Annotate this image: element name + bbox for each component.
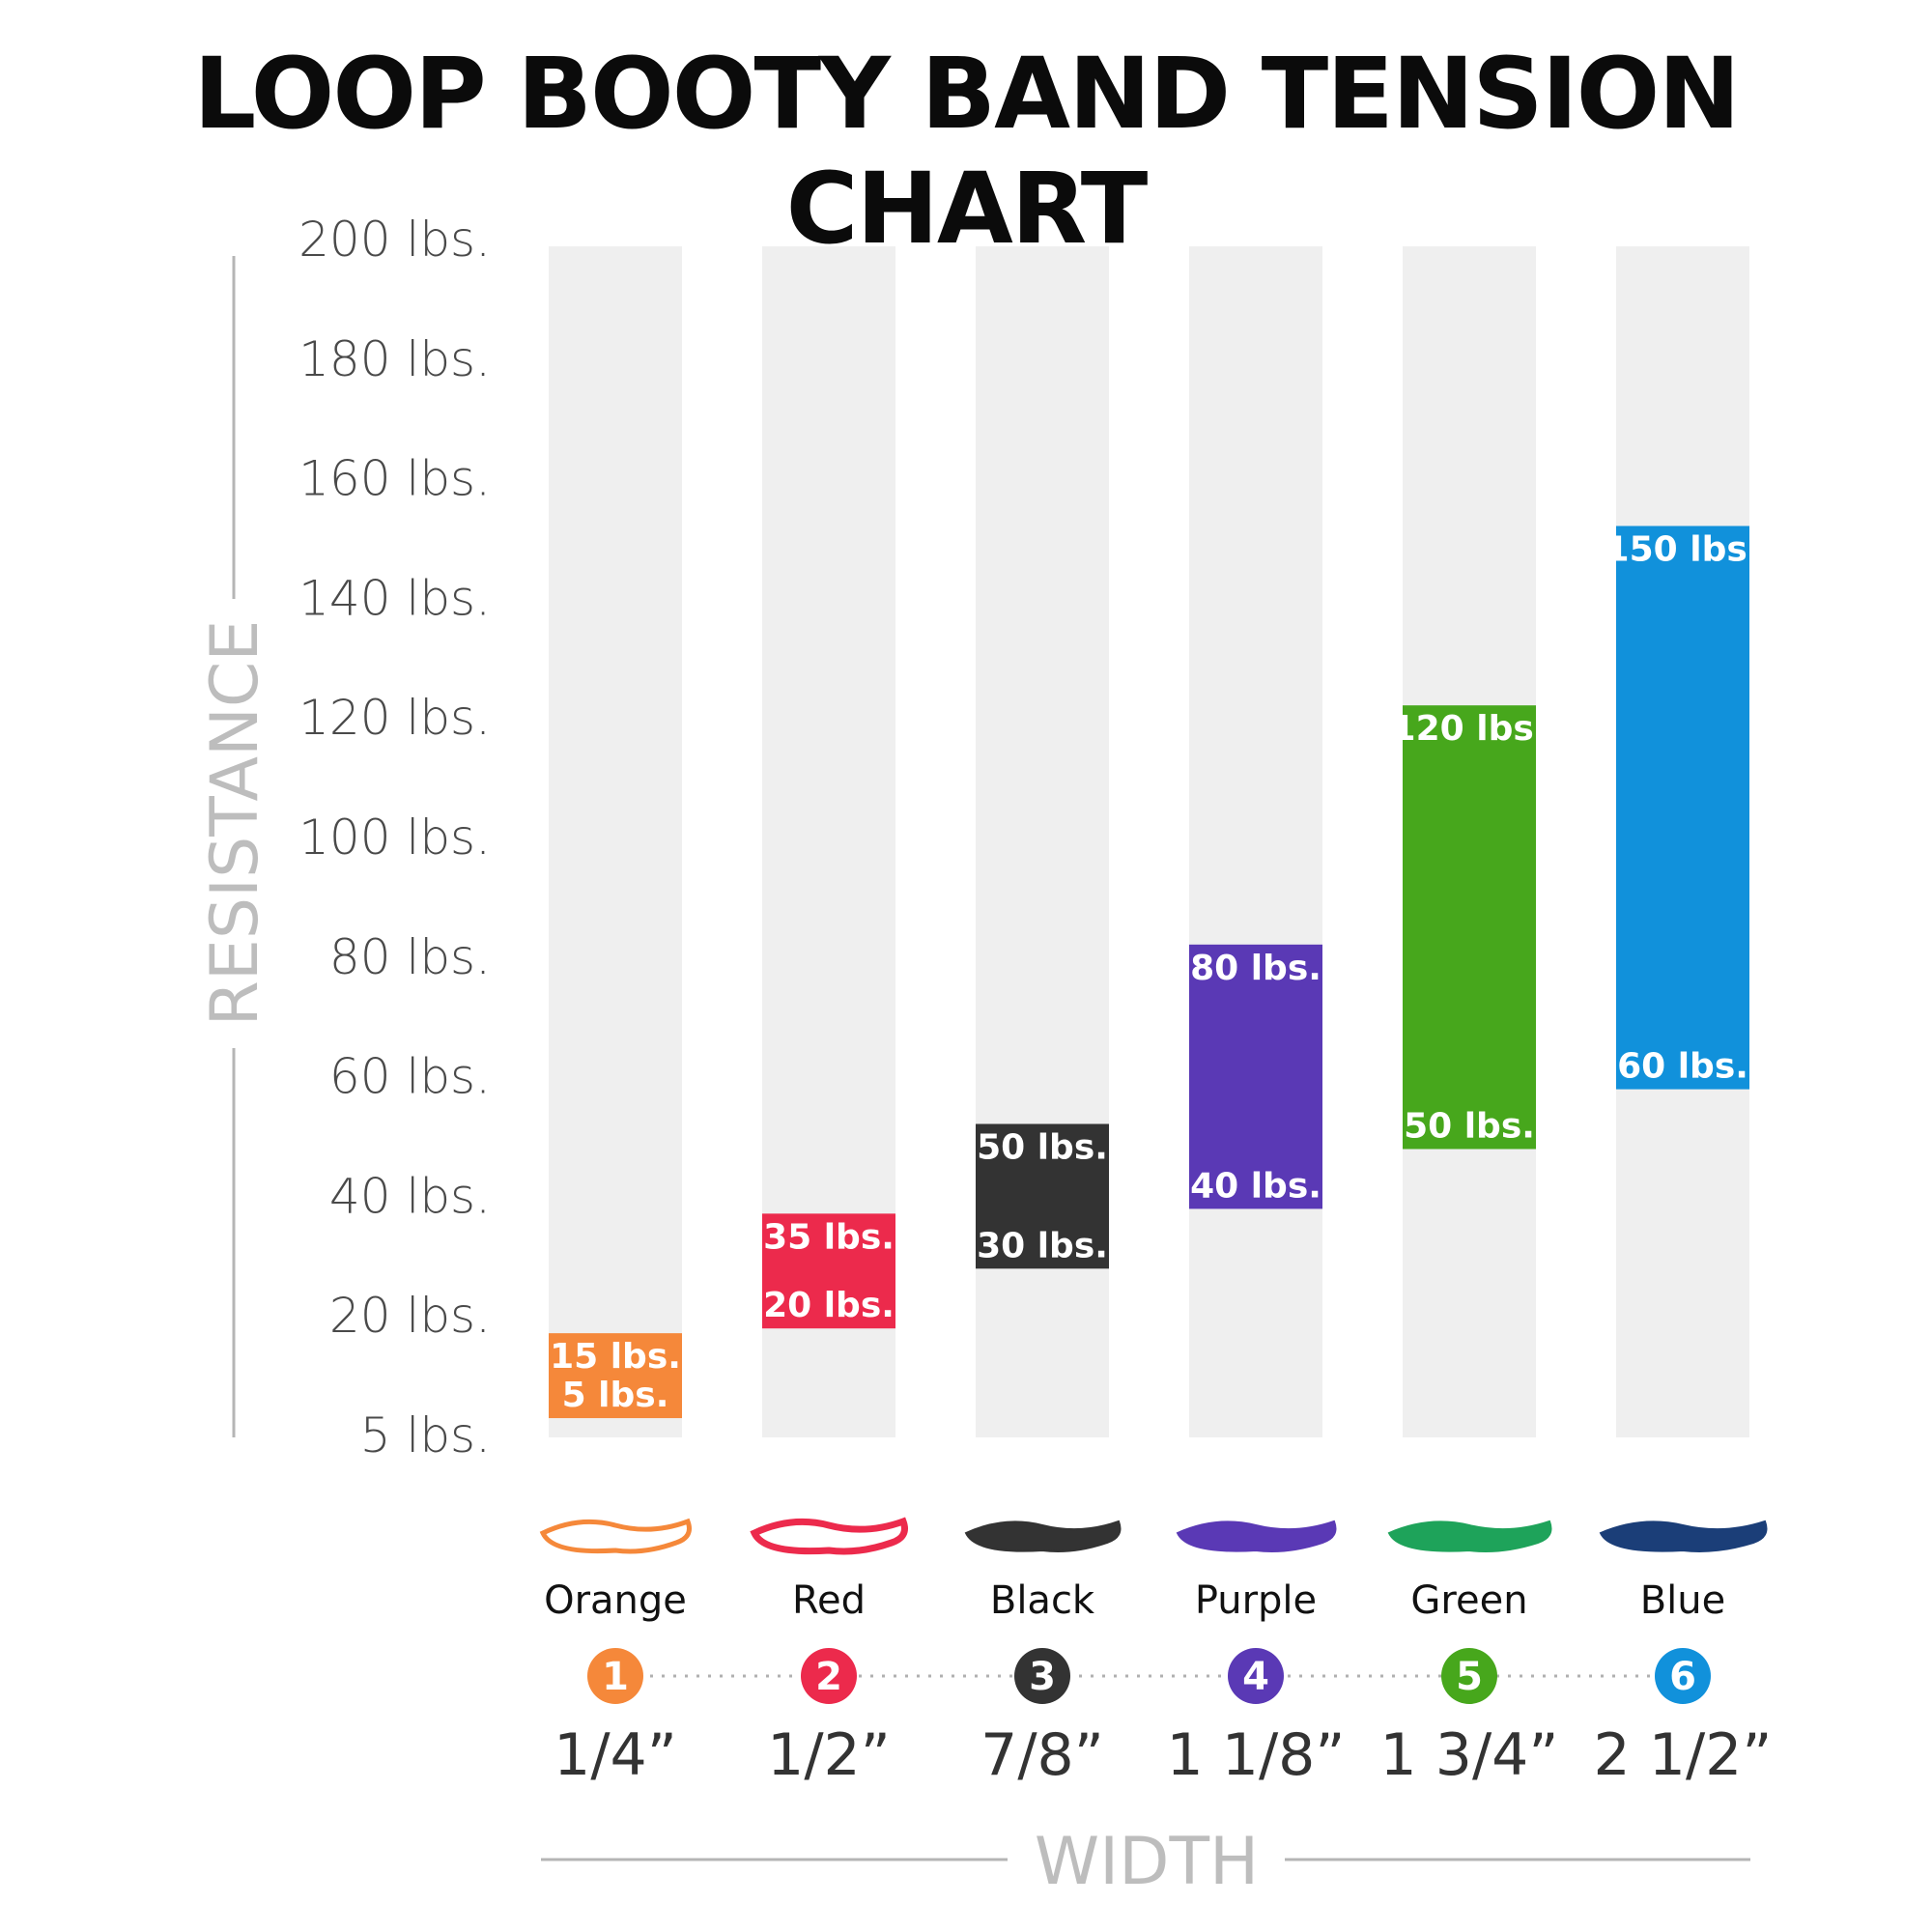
x-axis-title: WIDTH	[1035, 1824, 1259, 1900]
band-width-label: 1 1/8”	[1167, 1721, 1346, 1789]
band-width-label: 1 3/4”	[1380, 1721, 1559, 1789]
y-tick-label: 200 lbs.	[298, 212, 491, 268]
bar-high-label: 15 lbs.	[550, 1337, 681, 1377]
band-color-name: Black	[990, 1578, 1095, 1623]
number-badge-label: 4	[1242, 1655, 1269, 1699]
band-orange-icon	[539, 1518, 692, 1554]
x-axis: WIDTH	[541, 1824, 1750, 1900]
bar-tracks	[549, 246, 1749, 1437]
number-badge	[1655, 1648, 1711, 1704]
bar-low-label: 50 lbs.	[1404, 1107, 1535, 1147]
range-bar-orange	[549, 1333, 682, 1419]
y-tick-label: 180 lbs.	[298, 331, 491, 387]
number-badge	[1441, 1648, 1497, 1704]
band-width-label: 7/8”	[980, 1721, 1104, 1789]
number-badge-label: 2	[815, 1655, 842, 1699]
bar-high-label: 35 lbs.	[763, 1217, 895, 1257]
number-badge	[587, 1648, 643, 1704]
band-black-icon	[964, 1520, 1122, 1552]
band-green-icon	[1387, 1520, 1552, 1552]
band-color-name: Red	[792, 1578, 866, 1623]
band-purple-icon	[1176, 1520, 1337, 1552]
range-bar-red	[762, 1213, 895, 1329]
number-badge	[801, 1648, 857, 1704]
y-tick-label: 100 lbs.	[298, 810, 491, 866]
y-tick-label: 140 lbs.	[298, 570, 491, 626]
number-badge-label: 1	[602, 1655, 629, 1699]
number-badges: 1 2 3 4 5 6	[587, 1648, 1711, 1704]
range-bar-green	[1403, 705, 1536, 1150]
number-badge-label: 5	[1456, 1655, 1483, 1699]
bar-high-label: 120 lbs.	[1392, 709, 1548, 749]
y-tick-label: 20 lbs.	[329, 1288, 491, 1344]
bar-low-label: 30 lbs.	[977, 1226, 1108, 1265]
bar-low-label: 60 lbs.	[1617, 1047, 1748, 1087]
band-width-label: 2 1/2”	[1594, 1721, 1773, 1789]
bar-high-label: 50 lbs.	[977, 1128, 1108, 1168]
y-tick-label: 60 lbs.	[329, 1049, 491, 1105]
band-blue-icon	[1599, 1520, 1768, 1552]
y-tick-label: 40 lbs.	[329, 1168, 491, 1224]
bar-track	[549, 246, 682, 1437]
number-badge-label: 3	[1029, 1655, 1056, 1699]
band-color-name: Orange	[544, 1578, 687, 1623]
band-color-name: Purple	[1195, 1578, 1317, 1623]
band-width-label: 1/2”	[767, 1721, 891, 1789]
width-labels: 1/4” 1/2” 7/8” 1 1/8” 1 3/4” 2 1/2”	[554, 1721, 1772, 1789]
bars: 15 lbs.5 lbs. 35 lbs. 20 lbs. 50 lbs. 30 lbs…	[549, 526, 1760, 1419]
y-tick-label: 120 lbs.	[298, 690, 491, 746]
band-red-icon	[750, 1517, 908, 1555]
bar-high-label: 150 lbs.	[1605, 530, 1761, 570]
bar-high-label: 80 lbs.	[1190, 949, 1321, 988]
bar-low-label: 5 lbs.	[562, 1376, 669, 1415]
chart-title: LOOP BOOTY BAND TENSION CHART	[193, 37, 1741, 267]
band-color-name: Green	[1410, 1578, 1527, 1623]
color-names: Orange Red Black Purple Green Blue	[544, 1578, 1725, 1623]
y-tick-label: 160 lbs.	[298, 451, 491, 507]
band-illustrations	[539, 1517, 1768, 1555]
bar-track	[1189, 246, 1322, 1437]
bar-low-label: 20 lbs.	[763, 1286, 895, 1325]
y-tick-label: 5 lbs.	[360, 1407, 491, 1463]
number-badge	[1228, 1648, 1284, 1704]
y-axis: 5 lbs. 20 lbs. 40 lbs. 60 lbs. 80 lbs. 100 lb…	[197, 212, 491, 1463]
number-badge-label: 6	[1669, 1655, 1696, 1699]
range-bar-blue	[1616, 526, 1749, 1090]
range-bar-purple	[1189, 944, 1322, 1209]
y-tick-label: 80 lbs.	[329, 929, 491, 985]
y-axis-title: RESISTANCE	[197, 620, 273, 1027]
band-color-name: Blue	[1640, 1578, 1726, 1623]
bar-low-label: 40 lbs.	[1190, 1166, 1321, 1206]
range-bar-black	[976, 1123, 1109, 1269]
band-width-label: 1/4”	[554, 1721, 677, 1789]
number-badge	[1014, 1648, 1070, 1704]
